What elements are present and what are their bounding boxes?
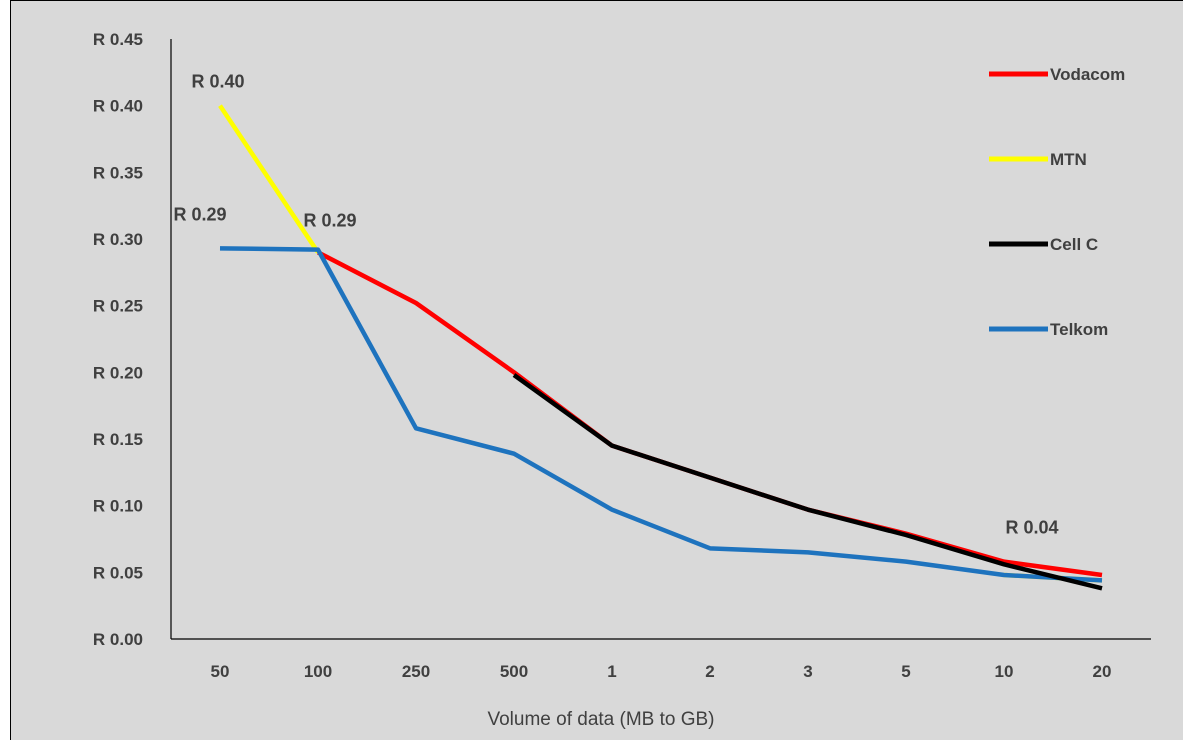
x-tick-label: 1 (607, 662, 616, 681)
x-tick-label: 20 (1093, 662, 1112, 681)
y-tick-label: R 0.20 (93, 363, 143, 382)
y-tick-label: R 0.25 (93, 297, 143, 316)
series-line-mtn (218, 104, 320, 254)
x-tick-label: 5 (901, 662, 910, 681)
data-label: R 0.29 (303, 210, 356, 230)
y-tick-label: R 0.30 (93, 230, 143, 249)
legend-label: Cell C (1050, 235, 1098, 254)
y-tick-label: R 0.45 (93, 30, 143, 49)
y-tick-label: R 0.15 (93, 430, 143, 449)
y-tick-label: R 0.10 (93, 497, 143, 516)
x-tick-label: 2 (705, 662, 714, 681)
data-label: R 0.40 (191, 72, 244, 92)
series-line-telkom (219, 246, 1103, 583)
x-tick-label: 500 (500, 662, 528, 681)
line-chart: R 0.00 R 0.05 R 0.10 R 0.15 R 0.20 R 0.25 R 0.… (93, 30, 1151, 730)
legend-label: MTN (1050, 150, 1087, 169)
x-tick-label: 250 (402, 662, 430, 681)
series-line-vodacom (316, 250, 1103, 578)
x-tick-label: 10 (995, 662, 1014, 681)
y-tick-label: R 0.35 (93, 163, 143, 182)
legend-label: Telkom (1050, 320, 1108, 339)
x-tick-label: 3 (803, 662, 812, 681)
x-tick-label: 50 (211, 662, 230, 681)
y-tick-label: R 0.00 (93, 630, 143, 649)
legend-label: Vodacom (1050, 65, 1125, 84)
data-label: R 0.29 (173, 204, 226, 224)
x-tick-label: 100 (304, 662, 332, 681)
x-axis-title: Volume of data (MB to GB) (487, 709, 714, 730)
y-tick-label: R 0.40 (93, 97, 143, 116)
y-tick-label: R 0.05 (93, 563, 143, 582)
data-label: R 0.04 (1005, 518, 1058, 538)
chart-frame: R 0.00 R 0.05 R 0.10 R 0.15 R 0.20 R 0.25 R 0.… (10, 0, 1183, 740)
series-line-cell-c (512, 373, 1103, 591)
